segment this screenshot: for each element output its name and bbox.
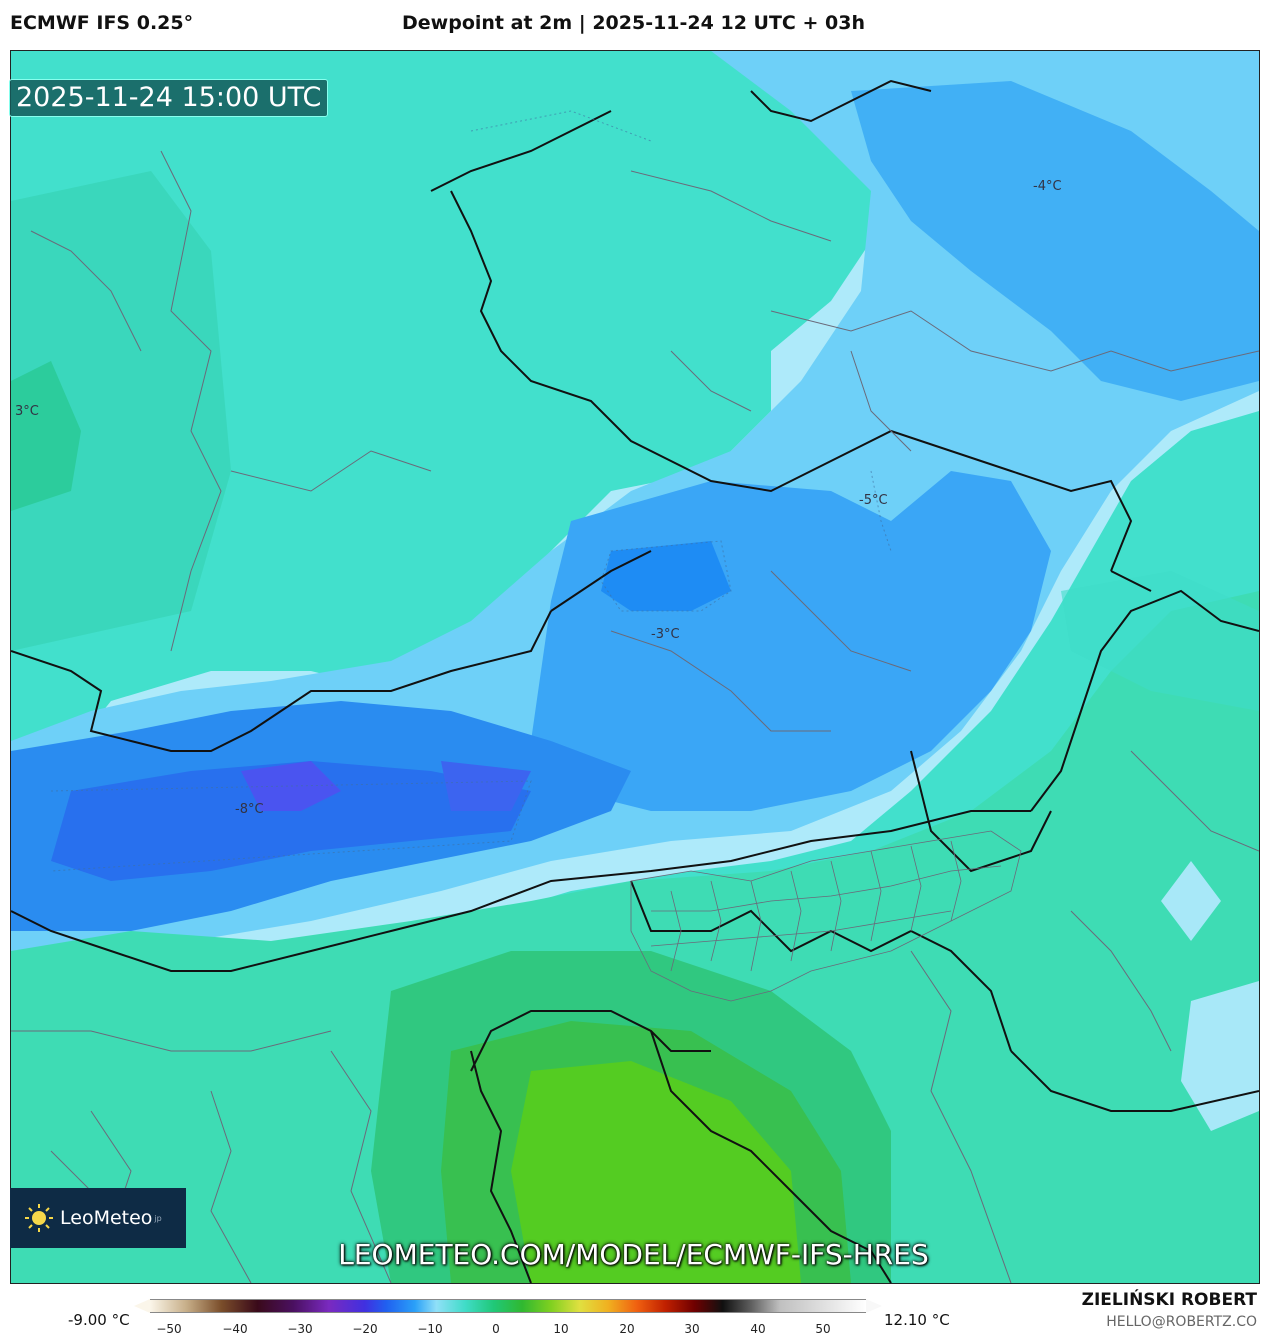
sun-icon <box>25 1204 53 1232</box>
central-deep-blue-zone <box>601 541 731 611</box>
scale-extend-right <box>866 1299 882 1313</box>
author-name: ZIELIŃSKI ROBERT <box>1081 1290 1257 1310</box>
italy-bright-green-zone <box>511 1061 801 1283</box>
map-label-minus3c: -3°C <box>651 627 680 642</box>
chart-title: Dewpoint at 2m | 2025-11-24 12 UTC + 03h <box>402 12 865 34</box>
west-teal-zone <box>11 171 231 651</box>
scale-tick: 20 <box>619 1322 635 1336</box>
scale-tick: −10 <box>417 1322 443 1336</box>
scale-tick: −20 <box>352 1322 378 1336</box>
district-borders <box>630 830 1022 1002</box>
alps-violet-zone-2 <box>441 761 531 811</box>
color-scale-bar <box>150 1299 866 1313</box>
scale-tick: 0 <box>492 1322 500 1336</box>
map-label-3c: 3°C <box>15 404 39 419</box>
dewpoint-map <box>11 51 1259 1283</box>
east-teal-patch <box>1061 571 1259 711</box>
logo-name: LeoMeteo <box>60 1207 153 1229</box>
map-label-minus4c: -4°C <box>1033 179 1062 194</box>
country-borders <box>11 79 1259 1112</box>
scale-tick: 10 <box>553 1322 569 1336</box>
leometeo-logo[interactable]: LeoMeteo jp <box>10 1188 186 1248</box>
map-label-minus8c: -8°C <box>235 802 264 817</box>
scale-max-value: 12.10 °C <box>884 1311 950 1329</box>
coastline-west <box>470 1050 532 1283</box>
model-name: ECMWF IFS 0.25° <box>10 12 194 34</box>
author-email[interactable]: HELLO@ROBERTZ.CO <box>1106 1314 1257 1330</box>
west-warm-zone <box>11 361 81 511</box>
scale-tick: −30 <box>287 1322 313 1336</box>
east-light-patch <box>1181 981 1259 1131</box>
scale-tick: 50 <box>815 1322 831 1336</box>
scale-tick: 40 <box>750 1322 766 1336</box>
scale-tick: −50 <box>156 1322 182 1336</box>
coastline-east <box>650 1030 892 1283</box>
logo-suffix: jp <box>154 1213 162 1223</box>
scale-tick: −40 <box>222 1322 248 1336</box>
model-url[interactable]: LEOMETEO.COM/MODEL/ECMWF-IFS-HRES <box>338 1238 929 1271</box>
map-panel[interactable]: 3°C -4°C -5°C -3°C -8°C <box>10 50 1260 1284</box>
east-light-patch-2 <box>1161 861 1221 941</box>
map-label-minus5c: -5°C <box>859 493 888 508</box>
region-borders <box>11 150 1259 1283</box>
alps-deep-blue-zone <box>51 761 531 881</box>
scale-min-value: -9.00 °C <box>68 1311 130 1329</box>
scale-tick: 30 <box>684 1322 700 1336</box>
forecast-timestamp: 2025-11-24 15:00 UTC <box>9 79 329 117</box>
south-teal-zone <box>11 591 1259 1283</box>
scale-extend-left <box>134 1299 150 1313</box>
contour-lines <box>50 110 892 872</box>
northeast-blue-zone <box>851 81 1259 401</box>
